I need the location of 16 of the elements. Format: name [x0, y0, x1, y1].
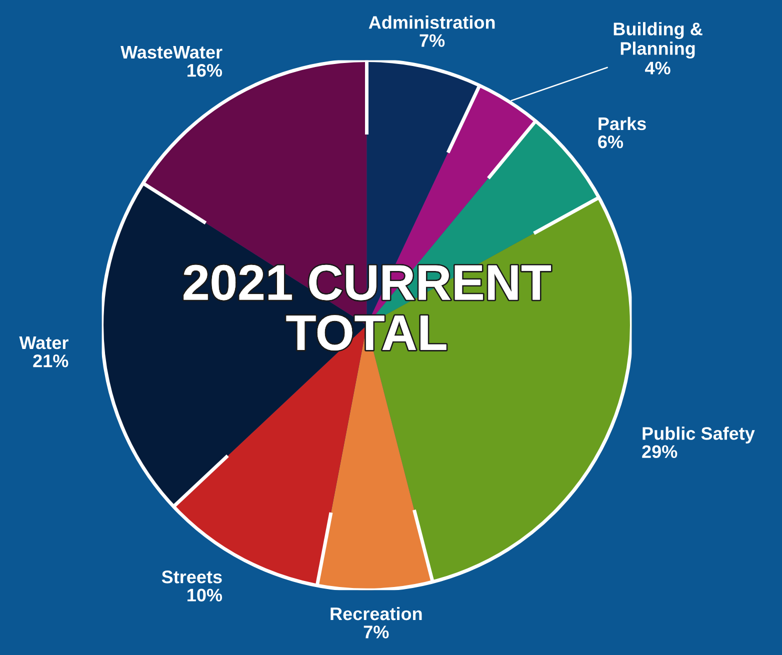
- slice-label: Parks: [598, 116, 646, 130]
- data-label: 29%: [642, 445, 678, 458]
- slice-label: Public Safety: [642, 426, 755, 444]
- slice-label: Recreation: [330, 606, 422, 620]
- slice-label: Administration: [368, 16, 495, 29]
- data-label: 7%: [364, 626, 389, 638]
- slice-label: Streets: [162, 570, 222, 584]
- data-label: 4%: [645, 62, 670, 74]
- data-label: 10%: [188, 588, 222, 602]
- data-label: 6%: [598, 136, 624, 148]
- data-label: 21%: [33, 354, 68, 368]
- slice-label: WasteWater: [120, 46, 222, 59]
- data-label: 7%: [420, 34, 445, 47]
- slice-label: Water: [19, 336, 68, 350]
- slice-label: Building & Planning: [614, 22, 702, 59]
- data-label: 16%: [188, 64, 222, 77]
